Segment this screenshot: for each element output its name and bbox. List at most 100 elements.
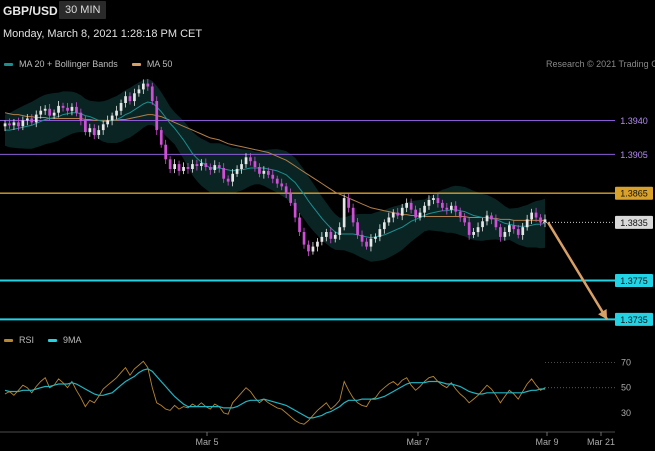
legend-ma20: MA 20 + Bollinger Bands [4,59,118,69]
legend-rsi-swatch [4,338,13,342]
candle-body [508,225,511,232]
candle-body [378,229,382,237]
candle-body [146,83,150,87]
candle-body [240,164,243,169]
candle-body [423,205,426,213]
candle-body [530,212,533,220]
candle-body [110,115,114,121]
candle-body [383,222,386,230]
candle-body [75,106,78,113]
candle-body [262,170,266,174]
candle-body [311,246,315,252]
candle-body [494,219,498,228]
rsi-line [4,360,546,425]
candle-body [543,219,547,223]
candle-body [177,164,181,171]
candle-body [137,89,141,94]
candle-body [534,212,538,218]
price-label-box [615,274,653,288]
price-label-text: 1.3940 [620,116,648,126]
timeframe-button[interactable]: 30 MIN [59,1,107,19]
candle-body [17,122,20,127]
candle-body [284,186,288,194]
candle-body [409,202,413,210]
ma50-line [4,112,545,221]
candle-body [30,118,34,123]
legend-9ma: 9MA [48,335,82,345]
time-tick-label-1: Mar 7 [406,437,429,447]
candle-body [316,241,319,247]
candle-body [476,227,480,233]
candle-body [204,163,208,167]
candle-body [298,217,301,233]
candle-body [168,159,172,169]
price-label-4: 1.3775 [615,274,653,288]
legend-ma20-label: MA 20 + Bollinger Bands [19,59,118,69]
candle-body [26,118,29,121]
candle-body [34,114,38,123]
price-label-2: 1.3865 [615,186,653,200]
candle-body [454,205,458,212]
candle-body [84,120,87,132]
candle-body [209,167,212,170]
candle-body [159,130,163,145]
candle-body [66,107,69,111]
candle-body [356,222,359,235]
rsi-ma9-line [4,368,545,419]
candle-body [271,174,275,179]
rsi-tick-label-0: 70 [621,358,631,368]
price-legend: MA 20 + Bollinger Bands MA 50 [4,59,186,69]
candle-body [374,236,377,239]
candle-body [351,207,355,223]
candle-body [503,232,507,237]
price-label-text: 1.3865 [620,189,648,199]
candle-body [88,128,92,133]
legend-rsi-label: RSI [19,335,35,345]
candle-body [101,124,105,131]
candle-body [52,112,56,116]
legend-9ma-label: 9MA [63,335,82,345]
candle-body [226,178,230,182]
price-label-text: 1.3835 [620,218,648,228]
rsi-tick-label-1: 50 [621,383,631,393]
time-tick-label-0: Mar 5 [195,437,218,447]
candle-body [458,211,462,218]
candle-body [490,215,493,220]
candle-body [57,105,60,113]
price-label-3: 1.3835 [615,215,653,229]
candle-body [329,232,333,239]
candle-body [525,219,529,228]
candle-body [405,202,408,208]
candle-body [119,103,123,111]
candle-body [342,198,346,228]
candle-body [472,232,475,235]
candle-body [307,244,310,252]
candle-body [8,123,11,126]
candle-body [441,202,444,208]
candle-body [200,163,203,166]
candle-body [293,202,297,218]
candle-body [21,120,25,127]
candle-body [43,108,47,111]
candle-body [222,168,225,179]
candle-body [418,212,422,218]
candle-body [79,112,83,121]
candle-body [400,207,404,216]
candle-body [338,227,342,235]
candle-body [231,173,234,182]
price-label-box [615,312,653,326]
legend-ma50-swatch [131,62,141,66]
candle-body [302,232,306,245]
candle-body [450,205,453,210]
candle-body [396,212,400,216]
candle-body [320,236,324,242]
candle-body [499,227,502,237]
candle-body [39,110,43,115]
candle-body [235,169,239,174]
price-label-text: 1.3775 [620,276,648,286]
rsi-legend: RSI 9MA [4,335,96,345]
candle-body [92,128,96,135]
candle-body [512,225,516,230]
price-label-0: 1.3940 [620,116,648,126]
